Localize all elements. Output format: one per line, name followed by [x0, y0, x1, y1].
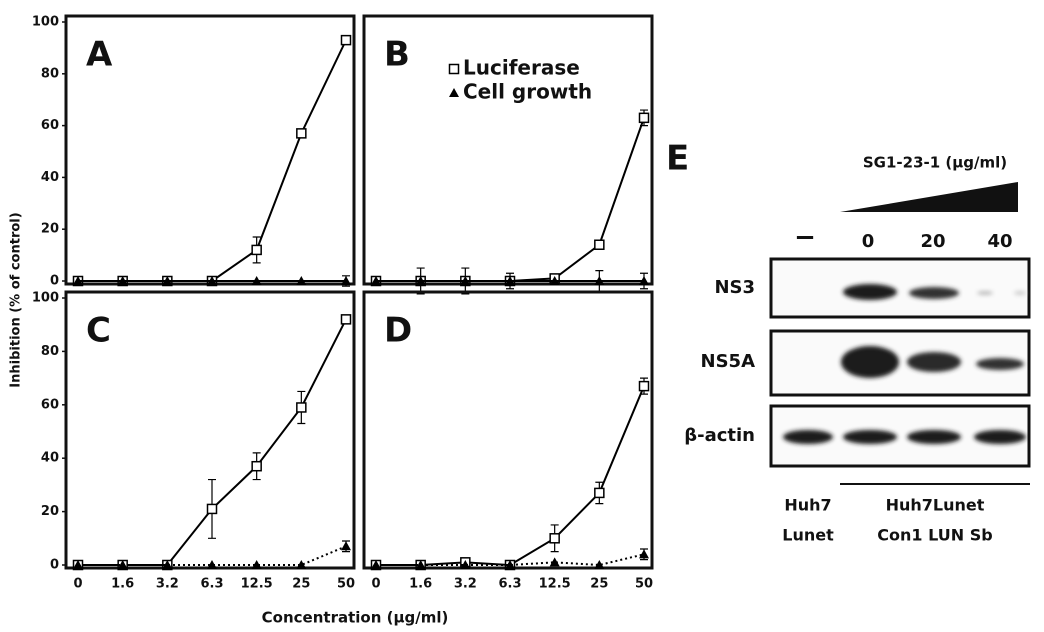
lane-label: 20 — [920, 231, 945, 252]
band — [977, 291, 993, 295]
row-label: NS3 — [714, 277, 755, 298]
y-tick-label: 0 — [50, 274, 59, 289]
series-line — [78, 40, 346, 281]
band — [1014, 291, 1026, 295]
group-label: Huh7Lunet — [886, 496, 985, 515]
dose-wedge — [840, 182, 1018, 212]
x-tick-label: 0 — [371, 577, 380, 592]
band — [909, 287, 959, 299]
y-tick-label: 60 — [41, 397, 59, 412]
marker — [342, 36, 351, 45]
panel-title: D — [384, 311, 412, 351]
series-line — [376, 118, 644, 281]
x-tick-label: 6.3 — [200, 577, 223, 592]
x-tick-label: 3.2 — [454, 577, 477, 592]
x-tick-label: 1.6 — [111, 577, 134, 592]
panel-title: C — [86, 311, 111, 351]
row-label: β-actin — [684, 425, 755, 446]
marker — [595, 488, 604, 497]
panel-title: A — [86, 35, 113, 75]
legend-label: Luciferase — [463, 56, 580, 80]
marker — [639, 549, 649, 558]
marker — [449, 88, 459, 97]
blot-panel — [771, 259, 1029, 317]
band — [976, 358, 1024, 370]
x-tick-label: 3.2 — [156, 577, 179, 592]
marker — [297, 129, 306, 138]
marker — [640, 113, 649, 122]
treatment-label: SG1-23-1 (μg/ml) — [863, 154, 1007, 172]
marker — [640, 382, 649, 391]
x-axis-label: Concentration (μg/ml) — [262, 609, 449, 627]
lane-label: 0 — [862, 231, 875, 252]
marker — [252, 245, 261, 254]
y-tick-label: 100 — [32, 291, 59, 306]
band — [841, 346, 899, 378]
marker — [342, 315, 351, 324]
lane-label: 40 — [987, 231, 1012, 252]
y-tick-label: 80 — [41, 344, 59, 359]
group-label: Lunet — [782, 526, 834, 545]
panel-title: B — [384, 35, 410, 75]
band — [843, 430, 897, 444]
band — [843, 284, 897, 300]
marker — [450, 65, 459, 74]
lane-label: − — [794, 223, 816, 253]
x-tick-label: 6.3 — [498, 577, 521, 592]
y-tick-label: 60 — [41, 118, 59, 133]
y-tick-label: 40 — [41, 451, 59, 466]
y-tick-label: 20 — [41, 222, 59, 237]
marker — [595, 240, 604, 249]
blot: E SG1-23-1 (μg/ml) − 0 20 40 NS3 NS5A β-… — [666, 139, 1030, 545]
x-tick-label: 12.5 — [241, 577, 273, 592]
band — [974, 430, 1026, 444]
y-tick-label: 100 — [32, 15, 59, 30]
blot-title: E — [666, 139, 689, 179]
x-tick-label: 50 — [337, 577, 355, 592]
x-tick-label: 25 — [292, 577, 310, 592]
y-tick-label: 40 — [41, 170, 59, 185]
band — [907, 352, 961, 372]
y-tick-label: 80 — [41, 66, 59, 81]
band — [783, 430, 833, 444]
y-axis-label: Inhibition (% of control) — [9, 212, 24, 387]
legend-label: Cell growth — [463, 80, 592, 104]
y-tick-label: 0 — [50, 558, 59, 573]
x-tick-label: 0 — [73, 577, 82, 592]
x-tick-label: 12.5 — [539, 577, 571, 592]
x-tick-label: 50 — [635, 577, 653, 592]
marker — [252, 462, 261, 471]
x-tick-label: 1.6 — [409, 577, 432, 592]
series-line — [376, 386, 644, 565]
marker — [341, 541, 351, 550]
marker — [297, 403, 306, 412]
x-tick-label: 25 — [590, 577, 608, 592]
row-label: NS5A — [701, 351, 756, 372]
band — [907, 430, 961, 444]
y-tick-label: 20 — [41, 504, 59, 519]
group-label: Con1 LUN Sb — [877, 526, 992, 545]
group-label: Huh7 — [784, 496, 831, 515]
marker — [550, 534, 559, 543]
figure: Inhibition (% of control) Concentration … — [0, 0, 1044, 632]
marker — [594, 560, 604, 569]
marker — [208, 504, 217, 513]
